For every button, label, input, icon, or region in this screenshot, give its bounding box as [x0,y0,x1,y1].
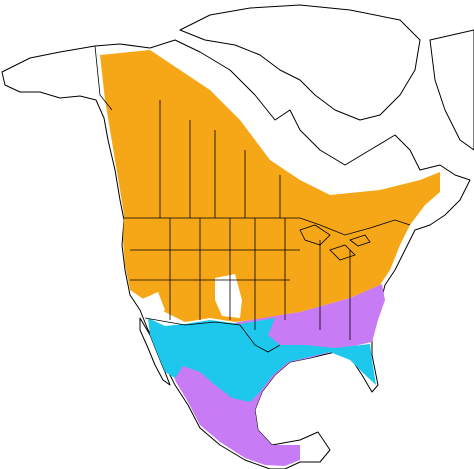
white-gap [215,274,242,318]
greenland [429,29,474,151]
great-lakes [299,224,371,261]
arctic-islands [179,4,421,121]
province-lines [130,100,351,340]
us-canada-border [124,217,411,236]
winter-range [148,318,376,402]
borders [94,45,411,353]
us-mexico-border [144,317,281,353]
ranges [100,50,440,466]
alaska-border [94,45,113,111]
breeding-range [100,50,440,322]
white-gap [140,292,165,318]
